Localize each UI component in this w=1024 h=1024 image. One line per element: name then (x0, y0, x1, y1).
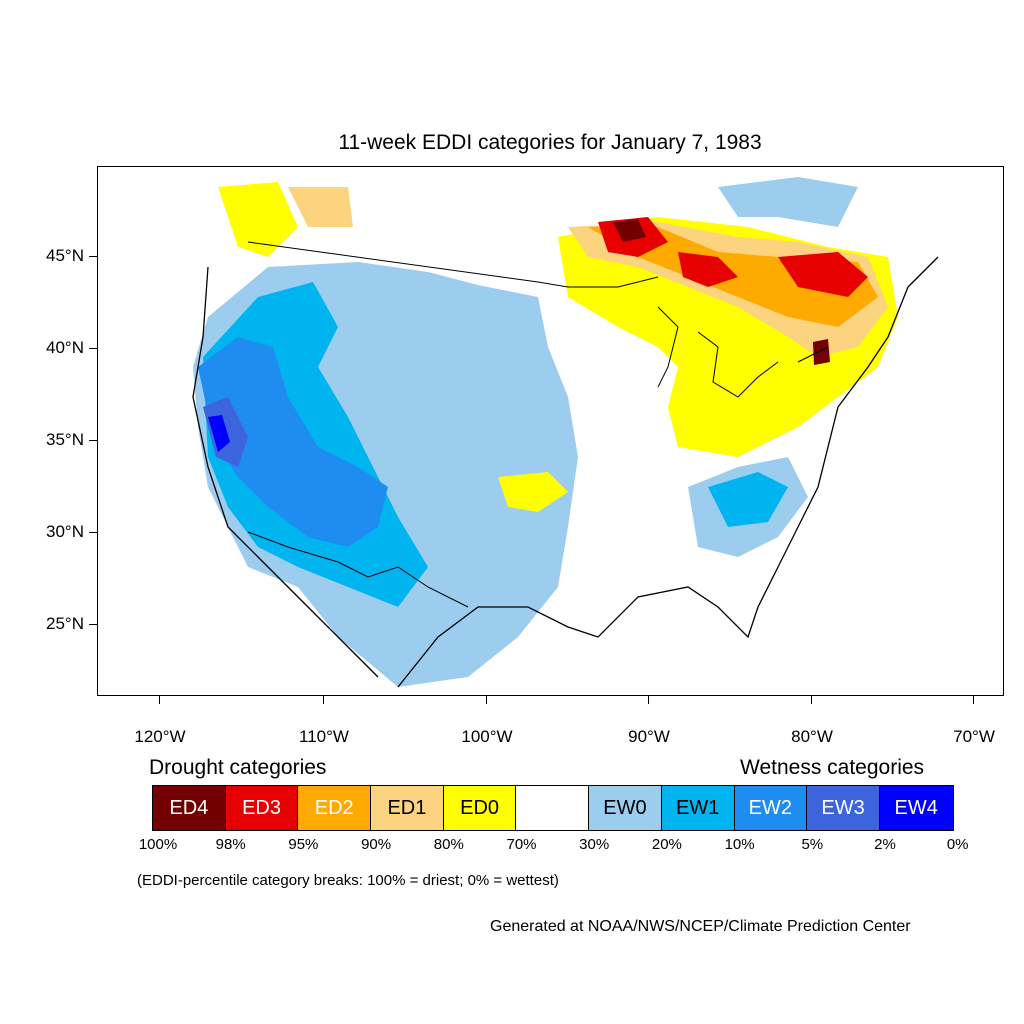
percentile-label: 2% (874, 836, 896, 853)
map-panel (97, 166, 1004, 696)
legend-colorbar: ED4 ED3 ED2 ED1 ED0 EW0 EW1 EW2 EW3 EW4 (152, 785, 954, 831)
lon-label: 70°W (953, 727, 995, 746)
lon-tick (486, 696, 487, 704)
legend-box-ew1: EW1 (661, 786, 735, 830)
credit-text: Generated at NOAA/NWS/NCEP/Climate Predi… (490, 918, 911, 935)
lon-tick (973, 696, 974, 704)
lon-label: 80°W (791, 727, 833, 746)
wet-region-west-ew4 (208, 415, 230, 452)
legend-box-ew2: EW2 (734, 786, 808, 830)
lon-tick (811, 696, 812, 704)
legend-box-ed3: ED3 (225, 786, 299, 830)
percentile-label: 80% (433, 836, 464, 853)
drought-categories-heading: Drought categories (149, 756, 327, 779)
lat-label: 25°N (46, 614, 84, 633)
lon-tick (159, 696, 160, 704)
legend-box-ed0: ED0 (443, 786, 517, 830)
percentile-label: 30% (579, 836, 610, 853)
lat-tick (89, 440, 97, 441)
map-title: 11-week EDDI categories for January 7, 1… (338, 131, 762, 154)
legend-box-ew3: EW3 (807, 786, 880, 830)
legend-box-ew4: EW4 (879, 786, 953, 830)
lon-tick (323, 696, 324, 704)
drought-region-northeast-ed4 (613, 219, 830, 365)
wet-region-southeast-ew1 (708, 472, 788, 527)
drought-region-northwest (218, 182, 298, 257)
border-us-canada (247, 241, 659, 288)
percentile-label: 95% (288, 836, 319, 853)
coastline (192, 256, 939, 688)
percentile-label: 98% (215, 836, 246, 853)
lat-label: 35°N (46, 430, 84, 449)
percentile-label: 100% (138, 836, 178, 853)
lat-label: 30°N (46, 522, 84, 541)
lon-label: 120°W (134, 727, 186, 746)
legend-box-ed1: ED1 (371, 786, 444, 830)
wet-region-canada (718, 177, 858, 227)
percentile-label: 70% (506, 836, 537, 853)
percentile-label: 10% (724, 836, 755, 853)
lat-tick (89, 256, 97, 257)
legend-box-ed4: ED4 (153, 786, 226, 830)
percentile-label: 20% (651, 836, 682, 853)
lon-tick (648, 696, 649, 704)
drought-region-central (498, 472, 568, 512)
lon-label: 90°W (628, 727, 670, 746)
legend-box-neutral (516, 786, 590, 830)
wet-region-west-ew2 (198, 337, 388, 547)
lon-label: 100°W (461, 727, 513, 746)
great-lakes (657, 306, 829, 398)
drought-region-northwest-ed1 (288, 187, 353, 227)
lon-label: 110°W (299, 727, 349, 746)
legend-box-ed2: ED2 (298, 786, 372, 830)
lat-tick (89, 348, 97, 349)
percentile-label: 0% (946, 836, 969, 853)
drought-region-northeast-ed3 (598, 217, 868, 297)
eddi-map (192, 177, 939, 688)
drought-region-ohio (668, 397, 748, 452)
category-note: (EDDI-percentile category breaks: 100% =… (137, 872, 559, 889)
lat-label: 40°N (46, 338, 84, 357)
legend-box-ew0: EW0 (589, 786, 662, 830)
wetness-categories-heading: Wetness categories (740, 756, 925, 779)
percentile-label: 5% (801, 836, 824, 853)
lat-tick (89, 624, 97, 625)
border-us-mexico (247, 531, 469, 608)
lat-tick (89, 532, 97, 533)
percentile-label: 90% (361, 836, 392, 853)
lat-label: 45°N (46, 246, 84, 265)
